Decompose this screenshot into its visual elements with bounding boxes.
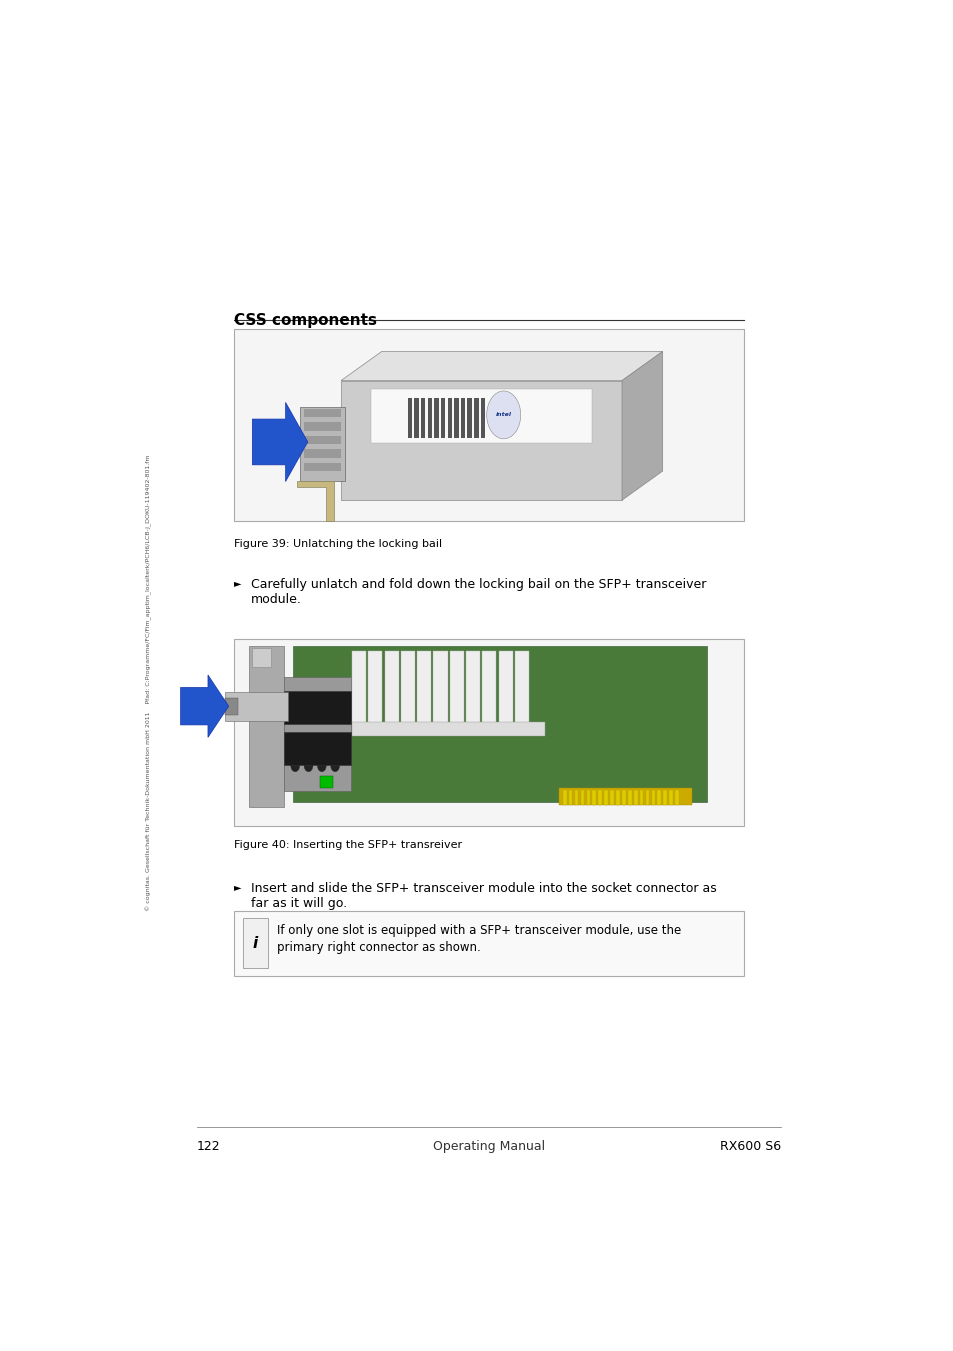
Bar: [407, 399, 412, 438]
Bar: [662, 790, 666, 805]
Bar: [304, 463, 341, 471]
Bar: [352, 721, 544, 736]
Bar: [558, 789, 692, 805]
Text: Figure 40: Inserting the SFP+ transreiver: Figure 40: Inserting the SFP+ transreive…: [233, 840, 461, 850]
Bar: [598, 790, 601, 805]
Polygon shape: [296, 481, 334, 521]
Bar: [370, 389, 592, 443]
Bar: [341, 381, 621, 500]
Bar: [433, 651, 447, 724]
Bar: [304, 422, 341, 431]
Bar: [610, 790, 613, 805]
Polygon shape: [341, 351, 662, 381]
Text: Carefully unlatch and fold down the locking bail on the SFP+ transceiver
module.: Carefully unlatch and fold down the lock…: [251, 578, 705, 607]
Bar: [434, 399, 438, 438]
Polygon shape: [621, 351, 662, 500]
Text: CSS components: CSS components: [233, 313, 376, 328]
Polygon shape: [180, 676, 229, 738]
Circle shape: [291, 734, 299, 746]
Circle shape: [291, 707, 299, 720]
Text: ►: ►: [233, 882, 241, 892]
Bar: [574, 790, 578, 805]
Bar: [384, 651, 398, 724]
Circle shape: [291, 759, 299, 771]
Bar: [467, 399, 472, 438]
Circle shape: [304, 734, 313, 746]
Bar: [319, 775, 333, 789]
Text: Insert and slide the SFP+ transceiver module into the socket connector as
far as: Insert and slide the SFP+ transceiver mo…: [251, 882, 716, 911]
Polygon shape: [252, 403, 308, 481]
Bar: [252, 648, 271, 666]
Text: Operating Manual: Operating Manual: [433, 1140, 544, 1152]
Bar: [616, 790, 619, 805]
Circle shape: [317, 759, 326, 771]
Bar: [633, 790, 637, 805]
Circle shape: [317, 707, 326, 720]
Bar: [233, 328, 743, 521]
Bar: [352, 651, 366, 724]
Circle shape: [304, 759, 313, 771]
Bar: [242, 919, 268, 969]
Bar: [657, 790, 660, 805]
Bar: [414, 399, 418, 438]
Bar: [592, 790, 596, 805]
Circle shape: [304, 707, 313, 720]
Bar: [465, 651, 479, 724]
Bar: [515, 651, 528, 724]
Bar: [284, 732, 351, 766]
Bar: [568, 790, 572, 805]
Circle shape: [331, 707, 339, 720]
Text: RX600 S6: RX600 S6: [720, 1140, 781, 1152]
Bar: [474, 399, 478, 438]
Bar: [440, 399, 445, 438]
Bar: [669, 790, 672, 805]
Bar: [293, 646, 706, 802]
Bar: [449, 651, 463, 724]
Bar: [627, 790, 631, 805]
Bar: [225, 692, 288, 720]
Bar: [498, 651, 512, 724]
Bar: [304, 436, 341, 444]
Circle shape: [331, 759, 339, 771]
Bar: [300, 407, 344, 481]
Bar: [675, 790, 679, 805]
Circle shape: [331, 734, 339, 746]
Bar: [427, 399, 432, 438]
Bar: [480, 399, 485, 438]
Text: Figure 39: Unlatching the locking bail: Figure 39: Unlatching the locking bail: [233, 539, 441, 549]
Text: intel: intel: [496, 412, 511, 417]
Bar: [304, 408, 341, 417]
Bar: [233, 911, 743, 975]
Bar: [645, 790, 649, 805]
Bar: [420, 399, 425, 438]
Bar: [249, 646, 284, 807]
Bar: [460, 399, 465, 438]
Text: 122: 122: [196, 1140, 220, 1152]
Bar: [651, 790, 655, 805]
Bar: [284, 677, 351, 792]
Text: i: i: [253, 936, 257, 951]
Text: If only one slot is equipped with a SFP+ transceiver module, use the
primary rig: If only one slot is equipped with a SFP+…: [276, 924, 680, 954]
Bar: [586, 790, 590, 805]
Text: © cognitas. Gesellschaft für Technik-Dokumentation mbH 2011    Pfad: C:Programme: © cognitas. Gesellschaft für Technik-Dok…: [146, 454, 152, 911]
Bar: [225, 698, 238, 715]
Bar: [416, 651, 431, 724]
Bar: [580, 790, 583, 805]
Bar: [639, 790, 642, 805]
Circle shape: [486, 390, 520, 439]
Bar: [447, 399, 452, 438]
Bar: [603, 790, 607, 805]
Bar: [621, 790, 625, 805]
Bar: [562, 790, 566, 805]
Bar: [233, 639, 743, 825]
Circle shape: [317, 734, 326, 746]
Text: ►: ►: [233, 578, 241, 588]
Bar: [368, 651, 382, 724]
Bar: [482, 651, 496, 724]
Bar: [454, 399, 458, 438]
Bar: [400, 651, 415, 724]
Bar: [304, 450, 341, 458]
Bar: [284, 690, 351, 724]
